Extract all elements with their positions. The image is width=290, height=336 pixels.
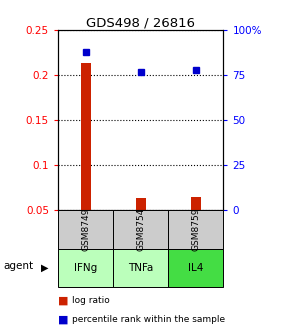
Text: GSM8754: GSM8754: [136, 208, 145, 251]
Bar: [81, 62, 90, 210]
Title: GDS498 / 26816: GDS498 / 26816: [86, 16, 195, 29]
Bar: [191, 198, 201, 210]
Text: IL4: IL4: [188, 263, 204, 273]
Text: IFNg: IFNg: [74, 263, 97, 273]
Text: ■: ■: [58, 296, 68, 306]
Text: GSM8749: GSM8749: [81, 208, 90, 251]
Text: agent: agent: [3, 261, 33, 271]
Text: GSM8759: GSM8759: [191, 208, 200, 251]
Text: log ratio: log ratio: [72, 296, 110, 305]
Text: percentile rank within the sample: percentile rank within the sample: [72, 315, 226, 324]
Text: TNFa: TNFa: [128, 263, 153, 273]
Text: ■: ■: [58, 314, 68, 324]
Text: ▶: ▶: [41, 263, 49, 273]
Bar: [136, 198, 146, 210]
